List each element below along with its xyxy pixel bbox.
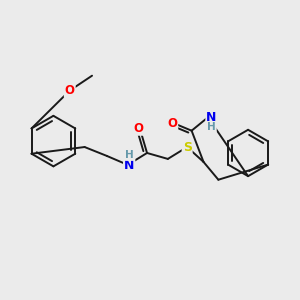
Text: S: S [183,140,192,154]
Text: N: N [124,159,134,172]
Text: O: O [167,117,177,130]
Text: H: H [207,122,216,132]
Text: H: H [125,150,134,160]
Text: O: O [133,122,143,135]
Text: N: N [206,111,217,124]
Text: O: O [65,84,75,97]
